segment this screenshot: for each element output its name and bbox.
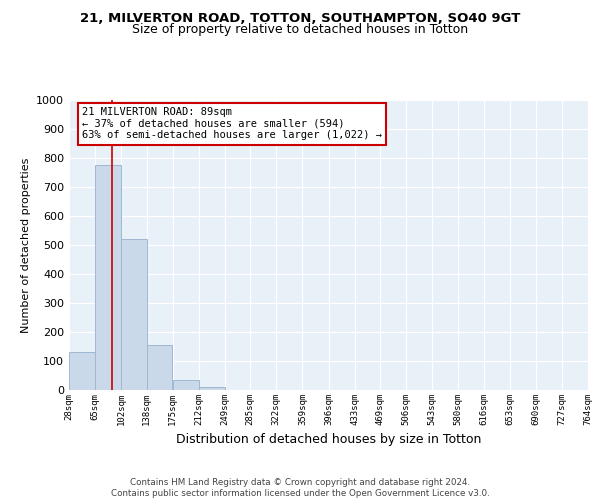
Bar — [121, 239, 147, 390]
X-axis label: Distribution of detached houses by size in Totton: Distribution of detached houses by size … — [176, 434, 481, 446]
Y-axis label: Number of detached properties: Number of detached properties — [20, 158, 31, 332]
Text: 21 MILVERTON ROAD: 89sqm
← 37% of detached houses are smaller (594)
63% of semi-: 21 MILVERTON ROAD: 89sqm ← 37% of detach… — [82, 108, 382, 140]
Bar — [173, 380, 199, 390]
Bar — [95, 166, 121, 390]
Text: Size of property relative to detached houses in Totton: Size of property relative to detached ho… — [132, 22, 468, 36]
Bar — [69, 352, 95, 390]
Bar — [147, 345, 172, 390]
Text: 21, MILVERTON ROAD, TOTTON, SOUTHAMPTON, SO40 9GT: 21, MILVERTON ROAD, TOTTON, SOUTHAMPTON,… — [80, 12, 520, 26]
Bar — [199, 386, 224, 390]
Text: Contains HM Land Registry data © Crown copyright and database right 2024.
Contai: Contains HM Land Registry data © Crown c… — [110, 478, 490, 498]
